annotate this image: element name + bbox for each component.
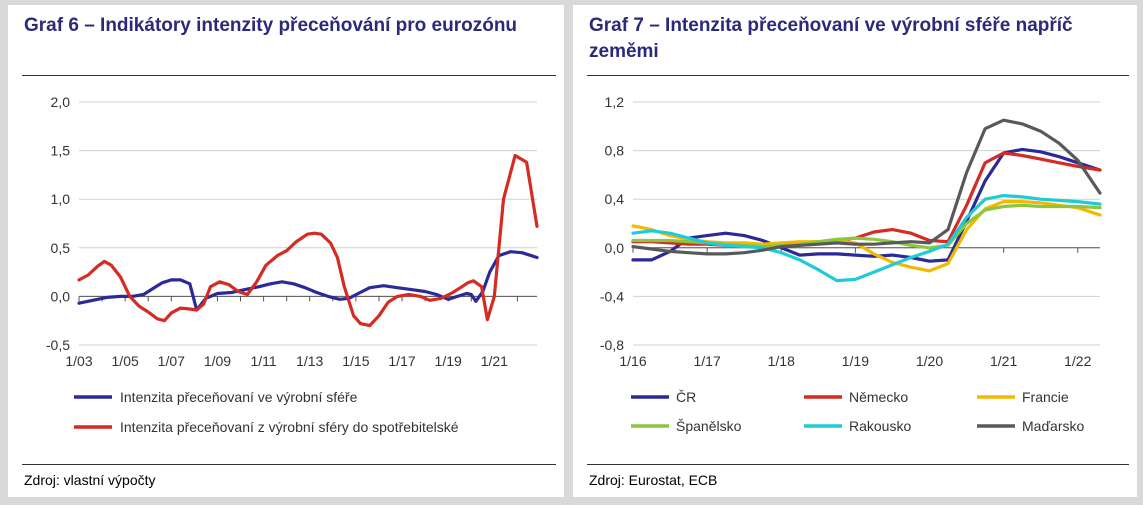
x-tick-label: 1/15	[342, 353, 369, 369]
legend-label: ČR	[676, 389, 696, 405]
x-tick-label: 1/09	[204, 353, 231, 369]
x-tick-label: 1/07	[158, 353, 185, 369]
source-divider	[22, 464, 556, 465]
source-note: Zdroj: vlastní výpočty	[24, 472, 156, 488]
y-tick-label: 0,4	[605, 191, 625, 207]
y-tick-label: 0,0	[51, 288, 71, 304]
y-tick-label: -0,5	[46, 337, 70, 353]
y-tick-label: 0,8	[605, 143, 625, 159]
legend-label: Maďarsko	[1022, 418, 1085, 434]
y-tick-label: -0,4	[600, 288, 624, 304]
y-tick-label: 1,5	[51, 143, 71, 159]
chart-title: Graf 6 – Indikátory intenzity přeceňován…	[24, 15, 518, 36]
legend-label: Německo	[849, 389, 908, 405]
x-tick-label: 1/13	[296, 353, 323, 369]
y-tick-label: 1,2	[605, 94, 625, 110]
x-tick-label: 1/19	[435, 353, 462, 369]
y-tick-label: 0,0	[605, 240, 625, 256]
chart-left: 2,0 1,5 1,0 0,5 0,0 -0,51/03 1/05 1/07 1/09 1/11 1…	[46, 94, 539, 435]
legend-label: Rakousko	[849, 418, 911, 434]
source-divider	[587, 464, 1129, 465]
y-tick-label: 1,0	[51, 191, 71, 207]
x-tick-label: 1/17	[694, 353, 721, 369]
chart-panel-left: Graf 6 – Indikátory intenzity přeceňován…	[8, 5, 564, 497]
x-tick-label: 1/22	[1064, 353, 1091, 369]
legend-label: Intenzita přeceňovaní z výrobní sféry do…	[120, 419, 459, 435]
x-tick-label: 1/16	[619, 353, 646, 369]
series-line	[631, 147, 1102, 263]
source-note: Zdroj: Eurostat, ECB	[589, 472, 718, 488]
legend-label: Španělsko	[676, 418, 742, 434]
chart-right: 1,2 0,8 0,4 0,0 -0,4 -0,81/16 1/17 1/18 1/19 1/20…	[600, 94, 1102, 434]
x-tick-label: 1/11	[250, 353, 276, 369]
legend-label: Francie	[1022, 389, 1069, 405]
title-divider	[587, 75, 1129, 76]
x-tick-label: 1/03	[65, 353, 92, 369]
series-line	[631, 194, 1102, 283]
x-tick-label: 1/05	[112, 353, 139, 369]
title-divider	[22, 75, 556, 76]
series-line	[631, 118, 1102, 256]
chart-panel-right: Graf 7 – Intenzita přeceňovaní ve výrobn…	[573, 5, 1137, 497]
x-tick-label: 1/19	[842, 353, 869, 369]
y-tick-label: 2,0	[51, 94, 71, 110]
x-tick-label: 1/20	[916, 353, 943, 369]
y-tick-label: 0,5	[51, 240, 71, 256]
legend-label: Intenzita přeceňovaní ve výrobní sféře	[120, 389, 358, 405]
series-line	[77, 250, 539, 312]
x-tick-label: 1/21	[990, 353, 1017, 369]
series-line	[77, 153, 539, 328]
x-tick-label: 1/17	[388, 353, 415, 369]
y-tick-label: -0,8	[600, 337, 624, 353]
chart-title: Graf 7 – Intenzita přeceňovaní ve výrobn…	[589, 15, 1073, 62]
x-tick-label: 1/21	[481, 353, 508, 369]
x-tick-label: 1/18	[768, 353, 795, 369]
